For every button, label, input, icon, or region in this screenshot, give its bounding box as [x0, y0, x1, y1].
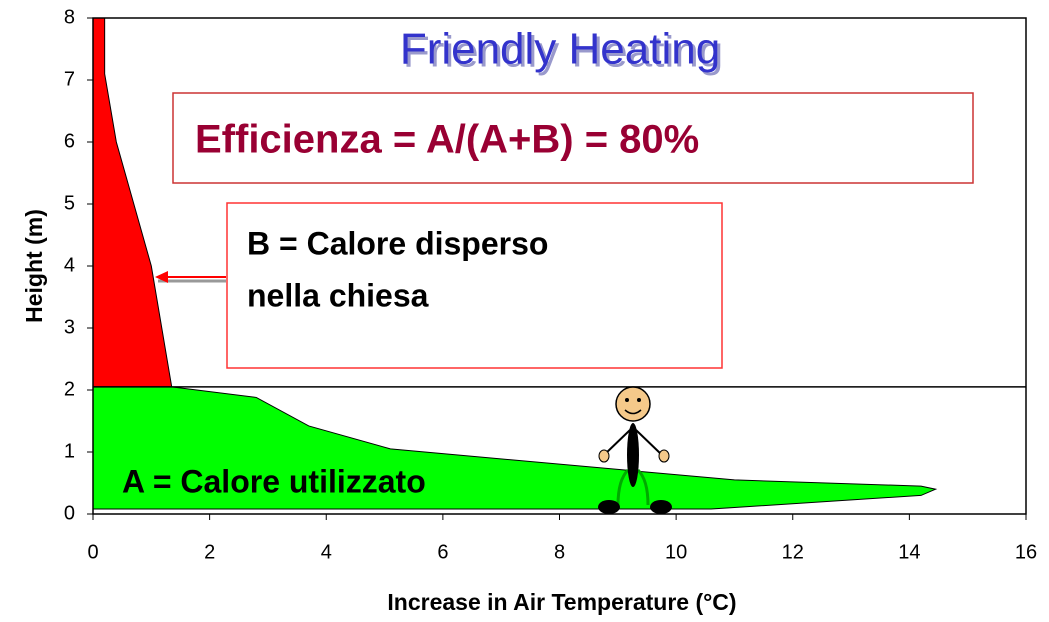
chart-title: Friendly Heating — [400, 25, 720, 74]
x-tick-label: 0 — [87, 541, 98, 563]
y-tick-label: 7 — [64, 68, 75, 90]
y-tick-label: 3 — [64, 316, 75, 338]
y-tick-label: 2 — [64, 378, 75, 400]
x-tick-label: 16 — [1015, 541, 1037, 563]
a-label: A = Calore utilizzato — [122, 463, 426, 499]
y-axis-label: Height (m) — [21, 209, 47, 323]
y-tick-label: 0 — [64, 502, 75, 524]
x-tick-label: 4 — [321, 541, 332, 563]
chart: Friendly Heating Friendly Heating Effici… — [0, 0, 1049, 622]
y-tick-label: 8 — [64, 6, 75, 28]
b-label: B = Calore disperso — [247, 225, 548, 261]
y-tick-label: 4 — [64, 254, 75, 276]
b-label: nella chiesa — [247, 277, 429, 313]
x-tick-label: 8 — [554, 541, 565, 563]
x-tick-label: 10 — [665, 541, 687, 563]
y-tick-label: 6 — [64, 130, 75, 152]
x-tick-label: 14 — [898, 541, 920, 563]
y-tick-label: 5 — [64, 192, 75, 214]
x-tick-label: 2 — [204, 541, 215, 563]
x-tick-label: 6 — [437, 541, 448, 563]
x-tick-label: 12 — [782, 541, 804, 563]
x-axis-label: Increase in Air Temperature (°C) — [387, 589, 736, 615]
efficiency-label: Efficienza = A/(A+B) = 80% — [195, 118, 699, 162]
y-tick-label: 1 — [64, 440, 75, 462]
